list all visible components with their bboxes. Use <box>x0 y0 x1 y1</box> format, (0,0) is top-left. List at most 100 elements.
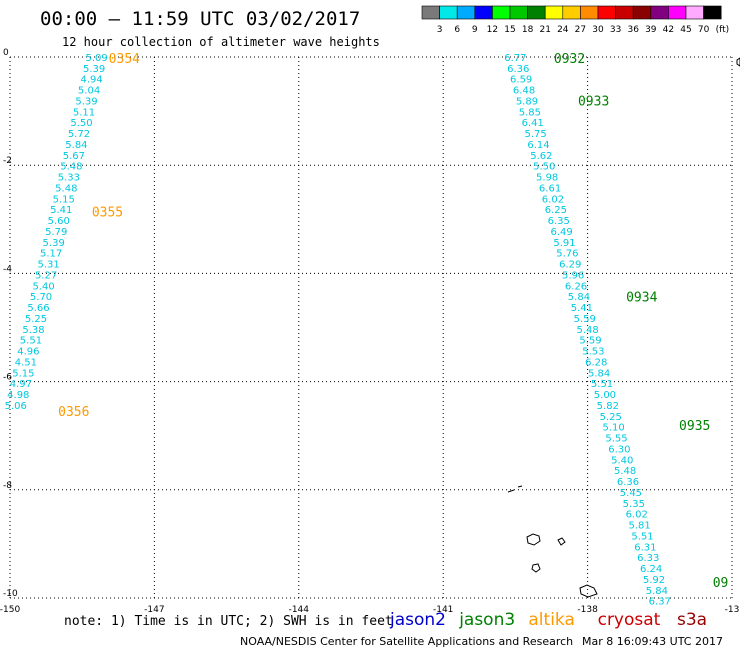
wave-height-value: 5.91 <box>553 238 575 249</box>
wave-height-value: 5.00 <box>594 390 616 401</box>
color-scale-label: 30 <box>592 25 604 35</box>
color-scale-label: 9 <box>472 25 478 35</box>
color-swatch <box>668 5 687 20</box>
wave-height-value: 5.51 <box>20 336 42 347</box>
wave-height-value: 5.11 <box>73 107 95 118</box>
color-swatch <box>562 5 581 20</box>
wave-height-value: 5.25 <box>25 314 47 325</box>
wave-height-value: 6.35 <box>548 216 570 227</box>
wave-height-value: 6.36 <box>507 64 529 75</box>
satellite-legend: jason2 jason3 altika cryosat s3a <box>389 610 707 630</box>
wave-height-value: 6.24 <box>640 564 662 575</box>
color-swatch <box>650 5 669 20</box>
wave-height-value: 5.41 <box>571 303 593 314</box>
wave-height-value: 5.25 <box>600 412 622 423</box>
pass-time-label: 0356 <box>58 405 89 420</box>
x-tick-label: -144 <box>289 605 310 615</box>
y-tick-label: -10 <box>3 589 18 599</box>
pass-time-label: 0935 <box>679 419 710 434</box>
wave-height-value: 4.96 <box>17 347 39 358</box>
wave-height-value: 6.29 <box>559 260 581 271</box>
pass-time-label: 0354 <box>109 52 140 67</box>
wave-height-value: 6.30 <box>608 444 630 455</box>
wave-height-value: 5.62 <box>530 151 552 162</box>
wave-height-value: 5.15 <box>53 194 75 205</box>
x-tick-label: -150 <box>0 605 20 615</box>
wave-height-value: 6.41 <box>522 118 544 129</box>
wave-height-value: 5.66 <box>27 303 49 314</box>
color-swatch <box>685 5 704 20</box>
wave-height-value: 5.04 <box>78 86 100 97</box>
wave-height-value: 6.14 <box>527 140 549 151</box>
wave-height-value: 5.45 <box>620 488 642 499</box>
map-title: 00:00 — 11:59 UTC 03/02/2017 <box>40 8 360 30</box>
pass-time-label: 0934 <box>626 291 657 306</box>
wave-height-value: 5.39 <box>75 96 97 107</box>
wave-height-value: 5.53 <box>582 347 604 358</box>
wave-height-value: 5.59 <box>579 336 601 347</box>
island-shape <box>579 584 598 598</box>
wave-height-value: 6.31 <box>634 542 656 553</box>
wave-height-value: 5.70 <box>30 292 52 303</box>
color-scale-label: 24 <box>557 25 569 35</box>
wave-height-value: 5.31 <box>37 260 59 271</box>
color-scale-label: 3 <box>437 25 443 35</box>
wave-height-value: 5.10 <box>602 423 624 434</box>
color-scale-label: 27 <box>575 25 586 35</box>
x-tick-label: -141 <box>433 605 453 615</box>
island-shape <box>526 533 541 546</box>
wave-height-value: 5.48 <box>614 466 636 477</box>
wave-height-value: 5.84 <box>588 368 610 379</box>
wave-height-value: 5.15 <box>12 368 34 379</box>
wave-height-value: 5.06 <box>5 401 27 412</box>
wave-height-value: 5.92 <box>643 575 665 586</box>
wave-height-value: 5.41 <box>50 205 72 216</box>
wave-height-value: 5.39 <box>83 64 105 75</box>
wave-height-value: 4.94 <box>80 75 102 86</box>
wave-height-value: 5.39 <box>43 238 65 249</box>
color-scale-label: 36 <box>627 25 639 35</box>
wave-height-value: 5.33 <box>58 173 80 184</box>
wave-height-value: 5.50 <box>533 162 555 173</box>
color-swatch <box>527 5 546 20</box>
wave-height-value: 6.25 <box>545 205 567 216</box>
wave-height-value: 5.40 <box>611 455 633 466</box>
wave-height-value: 5.79 <box>45 227 67 238</box>
wave-height-value: 6.77 <box>504 53 526 64</box>
color-scale-label: 33 <box>610 25 621 35</box>
wave-height-value: 5.27 <box>35 270 57 281</box>
color-swatch <box>456 5 476 20</box>
wave-height-value: 5.81 <box>628 521 650 532</box>
wave-height-values: 5.095.394.945.045.395.115.505.725.845.67… <box>5 53 671 608</box>
wave-height-value: 5.75 <box>524 129 546 140</box>
footer-timestamp: Mar 8 16:09:43 UTC 2017 <box>582 635 723 648</box>
color-scale-label: 15 <box>504 25 515 35</box>
wave-height-value: 5.85 <box>519 107 541 118</box>
y-tick-label: -4 <box>3 264 12 274</box>
wave-height-value: 4.98 <box>7 390 29 401</box>
wave-height-value: 6.61 <box>539 183 561 194</box>
y-tick-label: -8 <box>3 481 12 491</box>
wave-height-value: 6.28 <box>585 357 607 368</box>
wave-height-value: 5.59 <box>574 314 596 325</box>
y-tick-label: -6 <box>3 373 12 383</box>
wave-height-value: 5.17 <box>40 249 62 260</box>
x-tick-label: -147 <box>144 605 164 615</box>
wave-height-value: 6.02 <box>542 194 564 205</box>
wave-height-value: 6.26 <box>565 281 587 292</box>
lat-lon-grid: -150 -147 -144 -141 -138 -13 0 -2 -4 -6 -8 -10 <box>0 48 739 615</box>
wave-height-value: 5.96 <box>562 270 584 281</box>
color-scale-label: 45 <box>680 25 691 35</box>
wave-height-value: 6.33 <box>637 553 659 564</box>
wave-height-value: 5.89 <box>516 96 538 107</box>
legend-altika: altika <box>528 610 575 630</box>
wave-height-value: 5.72 <box>68 129 90 140</box>
color-swatch <box>474 5 493 20</box>
pass-time-label: 0932 <box>554 52 585 67</box>
color-scale-unit: (ft) <box>716 25 730 35</box>
pass-time-labels: 0354 0355 0356 0932 0933 0934 0935 09 <box>58 52 728 591</box>
y-tick-label: -2 <box>3 156 12 166</box>
wave-height-value: 5.98 <box>536 173 558 184</box>
color-scale-bar: 3 6 9 12 15 18 21 24 27 30 33 36 39 42 45 70 (ft) <box>421 5 730 35</box>
